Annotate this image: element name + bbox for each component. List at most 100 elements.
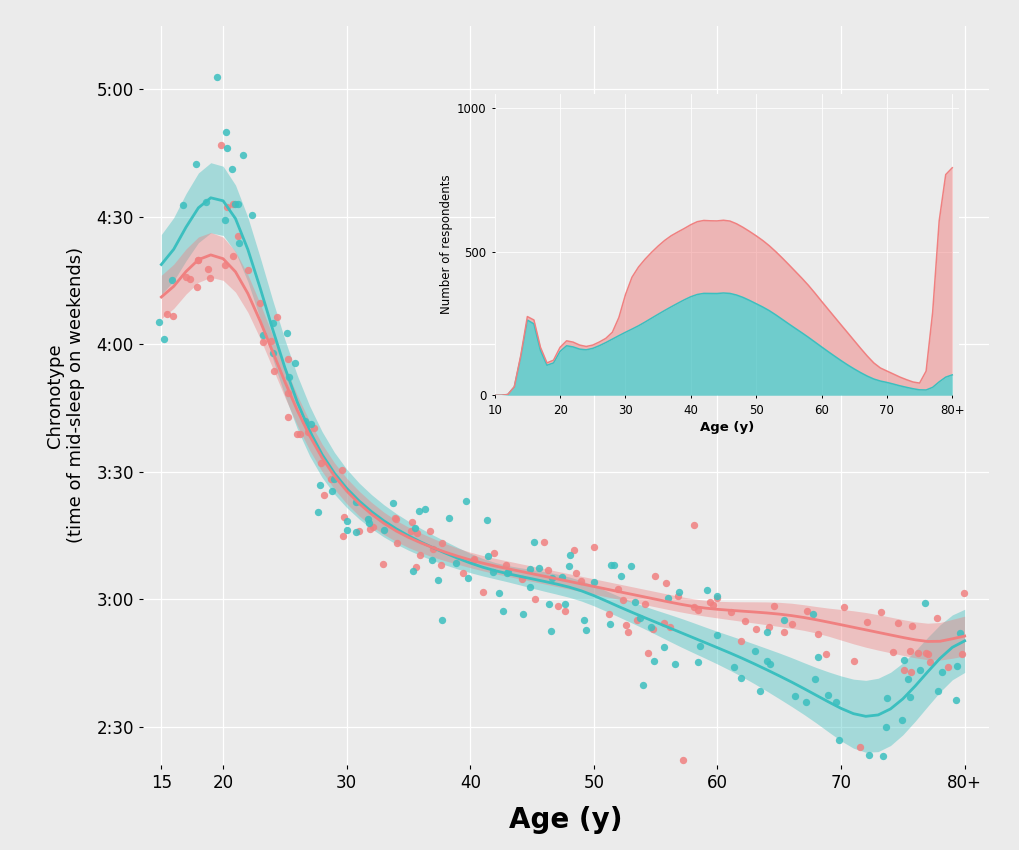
Point bbox=[556, 598, 573, 611]
Point bbox=[903, 666, 919, 679]
Point bbox=[244, 208, 260, 222]
Point bbox=[514, 572, 530, 586]
Point bbox=[218, 141, 234, 155]
Point bbox=[297, 414, 313, 428]
Point bbox=[386, 512, 403, 525]
Point bbox=[809, 626, 825, 640]
Point bbox=[619, 626, 635, 639]
Point bbox=[542, 624, 558, 638]
Point bbox=[646, 570, 662, 583]
Point bbox=[365, 521, 381, 535]
Point bbox=[279, 410, 296, 423]
Point bbox=[860, 749, 876, 762]
Point bbox=[209, 70, 225, 83]
Point bbox=[671, 586, 687, 599]
Point bbox=[659, 592, 676, 605]
Point bbox=[460, 571, 476, 585]
Point bbox=[498, 566, 515, 580]
Point bbox=[264, 316, 280, 330]
Point bbox=[218, 200, 234, 213]
Point bbox=[217, 258, 233, 272]
Point bbox=[164, 309, 180, 322]
Point bbox=[809, 650, 825, 664]
Point bbox=[263, 334, 279, 348]
Point bbox=[560, 558, 577, 572]
Point bbox=[884, 645, 901, 659]
Point bbox=[953, 647, 969, 660]
Point bbox=[835, 600, 851, 614]
Point bbox=[951, 626, 967, 640]
Point bbox=[637, 597, 653, 610]
Point bbox=[938, 660, 955, 674]
Point bbox=[746, 644, 762, 658]
Point bbox=[385, 496, 401, 510]
Point bbox=[409, 526, 425, 540]
Point bbox=[407, 521, 423, 535]
Point bbox=[685, 518, 701, 532]
Point bbox=[485, 546, 501, 559]
Point bbox=[623, 558, 639, 572]
Point bbox=[566, 543, 582, 557]
Point bbox=[212, 139, 228, 152]
Point bbox=[539, 564, 555, 577]
Point bbox=[916, 597, 932, 610]
Point bbox=[783, 617, 799, 631]
Point bbox=[484, 565, 500, 579]
Point bbox=[553, 570, 570, 583]
Point bbox=[909, 647, 925, 660]
Point bbox=[333, 463, 350, 477]
Point bbox=[404, 515, 420, 529]
Y-axis label: Number of respondents: Number of respondents bbox=[439, 174, 452, 314]
Point bbox=[701, 596, 717, 609]
Point bbox=[605, 558, 622, 571]
Point bbox=[254, 335, 270, 348]
Point bbox=[819, 688, 836, 702]
Point bbox=[708, 589, 725, 603]
Point bbox=[387, 513, 404, 526]
Point bbox=[573, 575, 589, 588]
X-axis label: Age (y): Age (y) bbox=[699, 421, 753, 434]
Point bbox=[190, 252, 206, 266]
Point bbox=[269, 310, 285, 324]
X-axis label: Age (y): Age (y) bbox=[508, 806, 623, 834]
Point bbox=[902, 690, 918, 704]
Point bbox=[323, 473, 339, 486]
Point bbox=[669, 589, 686, 603]
Point bbox=[312, 479, 328, 492]
Point bbox=[224, 197, 240, 211]
Point bbox=[425, 542, 441, 556]
Point bbox=[466, 553, 482, 567]
Point bbox=[747, 622, 763, 636]
Point bbox=[722, 605, 739, 619]
Point bbox=[178, 270, 195, 284]
Point bbox=[761, 657, 777, 671]
Point bbox=[628, 614, 644, 627]
Point bbox=[655, 640, 672, 654]
Point bbox=[661, 620, 678, 633]
Point bbox=[288, 427, 305, 440]
Point bbox=[948, 660, 964, 673]
Point bbox=[631, 611, 647, 625]
Point bbox=[904, 619, 920, 632]
Point bbox=[347, 525, 364, 539]
Point bbox=[334, 529, 351, 542]
Point bbox=[312, 456, 328, 470]
Point bbox=[286, 356, 303, 370]
Point bbox=[521, 581, 537, 594]
Point bbox=[704, 598, 720, 612]
Point bbox=[947, 693, 963, 706]
Point bbox=[540, 597, 556, 610]
Point bbox=[223, 162, 239, 176]
Point bbox=[759, 620, 775, 633]
Point bbox=[411, 504, 427, 518]
Point bbox=[255, 328, 271, 342]
Point bbox=[612, 569, 629, 582]
Point bbox=[585, 575, 601, 588]
Point bbox=[226, 197, 243, 211]
Point bbox=[338, 513, 355, 527]
Point bbox=[408, 560, 424, 574]
Point bbox=[324, 484, 340, 497]
Point bbox=[787, 689, 803, 703]
Point bbox=[921, 655, 937, 669]
Point bbox=[497, 558, 514, 572]
